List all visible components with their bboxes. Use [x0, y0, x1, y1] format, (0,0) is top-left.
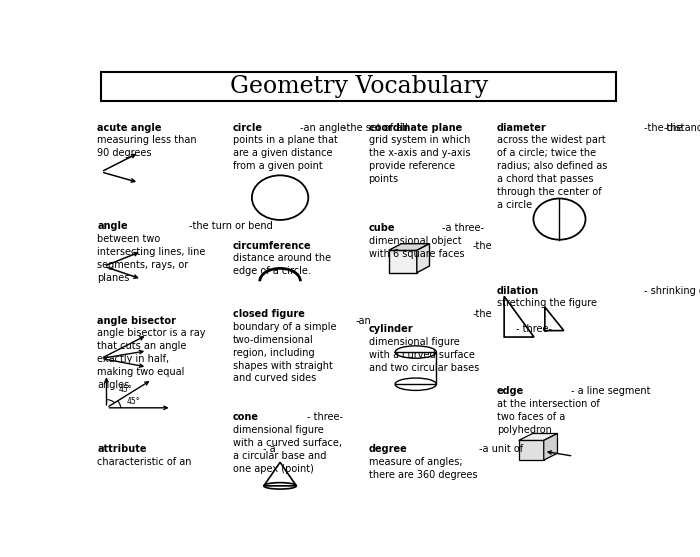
Text: cone: cone	[233, 412, 259, 422]
Text: through the center of: through the center of	[497, 187, 602, 197]
Text: planes: planes	[97, 273, 130, 283]
Polygon shape	[389, 244, 430, 251]
Text: dimensional figure: dimensional figure	[233, 425, 323, 435]
FancyBboxPatch shape	[101, 72, 617, 101]
Text: angle: angle	[97, 221, 128, 231]
Text: cylinder: cylinder	[368, 324, 413, 334]
Text: intersecting lines, line: intersecting lines, line	[97, 247, 206, 257]
Text: and curved sides: and curved sides	[233, 374, 316, 384]
Text: measure of angles;: measure of angles;	[368, 457, 462, 467]
Text: grid system in which: grid system in which	[368, 135, 470, 145]
Text: angle bisector is a ray: angle bisector is a ray	[97, 329, 206, 339]
Text: at the intersection of: at the intersection of	[497, 399, 600, 409]
Text: shapes with straight: shapes with straight	[233, 360, 332, 370]
Text: -the: -the	[663, 123, 682, 133]
Text: two-dimensional: two-dimensional	[233, 335, 314, 345]
Text: 45°: 45°	[127, 397, 141, 406]
Text: - three-: - three-	[516, 324, 552, 334]
Text: provide reference: provide reference	[368, 161, 454, 171]
Text: that cuts an angle: that cuts an angle	[97, 341, 187, 351]
Text: - a: - a	[263, 444, 276, 455]
Text: - shrinking or: - shrinking or	[645, 286, 700, 296]
Polygon shape	[389, 251, 416, 273]
Text: -an: -an	[355, 316, 371, 326]
Polygon shape	[544, 433, 557, 460]
Text: and two circular bases: and two circular bases	[368, 363, 479, 373]
Text: - a line segment: - a line segment	[570, 387, 650, 397]
Text: diameter: diameter	[497, 123, 547, 133]
Text: -an angle: -an angle	[300, 123, 346, 133]
Text: -a three-: -a three-	[442, 223, 484, 233]
Text: -the distance: -the distance	[645, 123, 700, 133]
Text: segments, rays, or: segments, rays, or	[97, 260, 188, 270]
Text: - three-: - three-	[307, 412, 342, 422]
Text: stretching the figure: stretching the figure	[497, 299, 597, 309]
Text: -the: -the	[473, 309, 492, 319]
Text: points in a plane that: points in a plane that	[233, 135, 338, 145]
Text: there are 360 degrees: there are 360 degrees	[368, 470, 477, 480]
Text: dilation: dilation	[497, 286, 539, 296]
Text: of a circle; twice the: of a circle; twice the	[497, 148, 596, 158]
Text: characteristic of an: characteristic of an	[97, 457, 192, 467]
Text: across the widest part: across the widest part	[497, 135, 606, 145]
Text: polyhedron: polyhedron	[497, 425, 552, 435]
Text: region, including: region, including	[233, 348, 314, 358]
Text: cube: cube	[368, 223, 395, 233]
Text: attribute: attribute	[97, 444, 147, 455]
Text: measuring less than: measuring less than	[97, 135, 197, 145]
Text: degree: degree	[368, 444, 407, 455]
Text: -the set of all: -the set of all	[344, 123, 408, 133]
Text: exactly in half,: exactly in half,	[97, 354, 169, 364]
Text: closed figure: closed figure	[233, 309, 304, 319]
Text: points: points	[368, 174, 398, 184]
Polygon shape	[519, 441, 544, 460]
Text: a circle: a circle	[497, 200, 532, 210]
Text: are a given distance: are a given distance	[233, 148, 332, 158]
Polygon shape	[519, 433, 557, 441]
Text: circle: circle	[233, 123, 263, 133]
Text: acute angle: acute angle	[97, 123, 162, 133]
Text: making two equal: making two equal	[97, 367, 185, 377]
Text: -the turn or bend: -the turn or bend	[190, 221, 273, 231]
Text: between two: between two	[97, 234, 160, 244]
Text: 90 degrees: 90 degrees	[97, 148, 152, 158]
Text: Geometry Vocabulary: Geometry Vocabulary	[230, 75, 488, 97]
Text: coordinate plane: coordinate plane	[368, 123, 462, 133]
Text: 45°: 45°	[118, 385, 132, 394]
Text: boundary of a simple: boundary of a simple	[233, 322, 337, 332]
Text: with a curved surface: with a curved surface	[368, 350, 475, 360]
Text: edge of a circle.: edge of a circle.	[233, 266, 311, 276]
Text: with a curved surface,: with a curved surface,	[233, 438, 342, 448]
Text: -a unit of: -a unit of	[479, 444, 523, 455]
Text: circumference: circumference	[233, 241, 312, 251]
Text: distance around the: distance around the	[233, 253, 331, 263]
Text: edge: edge	[497, 387, 524, 397]
Text: -the: -the	[473, 241, 492, 251]
Text: the x-axis and y-axis: the x-axis and y-axis	[368, 148, 470, 158]
Polygon shape	[416, 244, 430, 273]
Text: one apex (point): one apex (point)	[233, 463, 314, 473]
Text: two faces of a: two faces of a	[497, 412, 566, 422]
Text: dimensional object: dimensional object	[368, 236, 461, 246]
Text: from a given point: from a given point	[233, 161, 323, 171]
Text: angle bisector: angle bisector	[97, 316, 176, 326]
Text: dimensional figure: dimensional figure	[368, 337, 459, 347]
Text: a chord that passes: a chord that passes	[497, 174, 594, 184]
Text: angles: angles	[97, 380, 130, 390]
Text: with 6 square faces: with 6 square faces	[368, 249, 464, 259]
Text: a circular base and: a circular base and	[233, 451, 326, 461]
Text: radius; also defined as: radius; also defined as	[497, 161, 608, 171]
